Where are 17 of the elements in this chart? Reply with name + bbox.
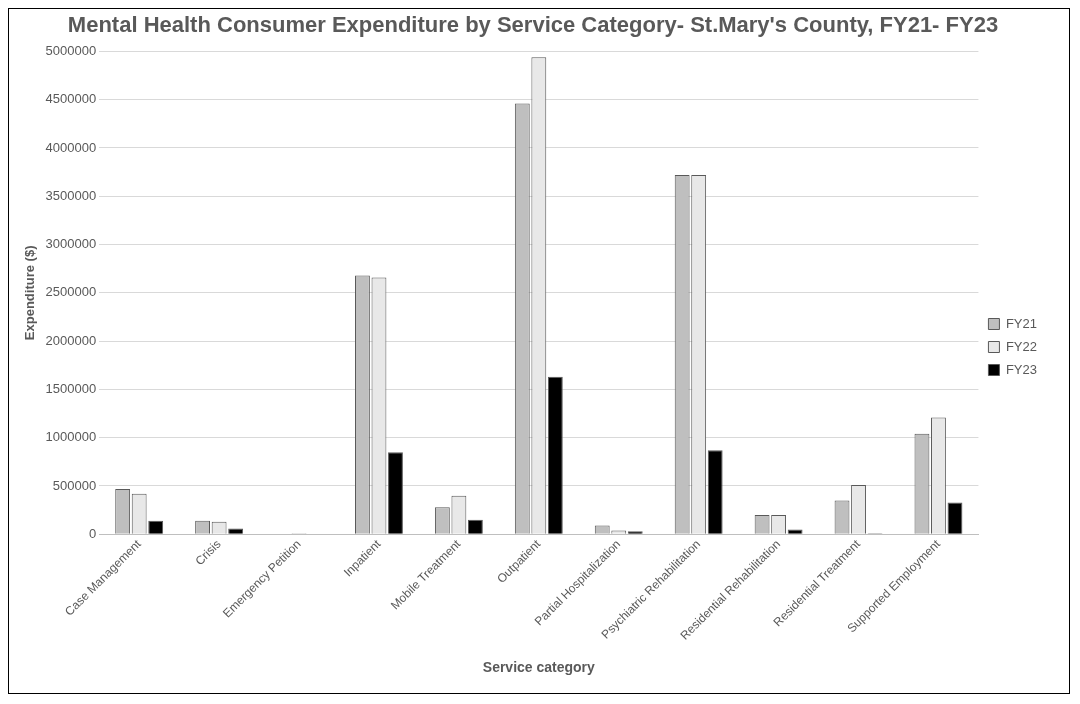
y-tick-label: 3000000 (45, 236, 97, 252)
y-tick-label: 500000 (52, 477, 97, 493)
y-tick-label: 2500000 (45, 284, 97, 300)
y-tick-label: 3500000 (45, 187, 97, 203)
legend-label: FY23 (1005, 361, 1038, 377)
y-tick-label: 4000000 (45, 139, 97, 155)
legend-label: FY21 (1005, 315, 1038, 331)
legend-label: FY22 (1005, 338, 1038, 354)
y-tick-label: 2000000 (45, 332, 97, 348)
y-tick-label: 1000000 (45, 429, 97, 445)
chart-title: Mental Health Consumer Expenditure by Service Category- St.Mary's County, FY21- FY23 (67, 12, 999, 38)
y-tick-label: 0 (88, 525, 97, 541)
x-axis-title: Service category (482, 659, 596, 676)
y-tick-label: 5000000 (45, 42, 97, 58)
y-tick-label: 1500000 (45, 380, 97, 396)
y-axis-title: Expenditure ($) (22, 245, 38, 341)
y-tick-label: 4500000 (45, 91, 97, 107)
